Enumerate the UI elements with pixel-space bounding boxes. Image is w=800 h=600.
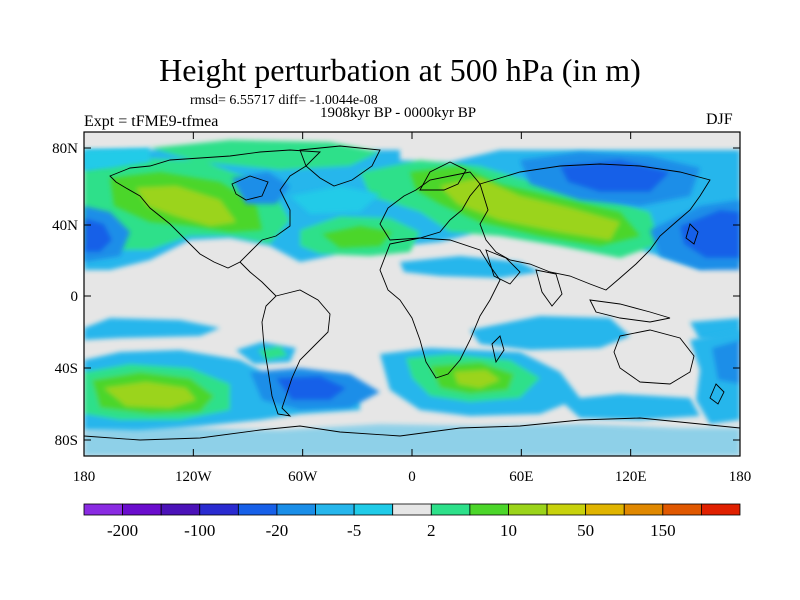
colorbar-swatch — [623, 503, 664, 516]
contour-north-europe-cyan — [290, 186, 380, 214]
coast-indonesia — [589, 299, 671, 323]
lon-label: 180 — [729, 469, 752, 485]
contour-pacific-low-inner — [84, 218, 112, 252]
lat-label: 40S — [55, 361, 78, 377]
lat-label: 80S — [55, 433, 78, 449]
colorbar-swatch — [237, 503, 278, 516]
coast-asia — [479, 163, 711, 291]
period-text: 1908kyr BP - 0000kyr BP — [320, 105, 477, 121]
colorbar-swatch — [276, 503, 316, 516]
map-title: Height perturbation at 500 hPa (in m) — [159, 52, 641, 88]
height-perturbation-field — [84, 132, 740, 456]
coast-madagascar — [491, 335, 505, 364]
coast-hudson-bay — [231, 175, 269, 201]
colorbar-label: 2 — [427, 521, 436, 540]
lat-label: 40N — [52, 218, 78, 234]
lon-label: 120W — [175, 469, 213, 485]
contour-siberia-low-inner — [560, 160, 670, 192]
colorbar-label: -200 — [107, 521, 138, 540]
contour-south-pacific-yellow — [104, 382, 196, 408]
coast-central-america — [239, 261, 277, 297]
colorbar-swatch — [585, 503, 625, 516]
season-label: DJF — [706, 111, 733, 128]
coast-new-zealand — [709, 383, 725, 405]
colorbar-label: 10 — [500, 521, 517, 540]
colorbar-label: 50 — [577, 521, 594, 540]
lon-label: 60W — [288, 469, 318, 485]
colorbar-swatch — [83, 503, 123, 516]
lat-label: 80N — [52, 141, 78, 157]
lat-label: 0 — [71, 289, 79, 305]
colorbar-swatch — [469, 503, 509, 516]
contour-west-pacific-low-inner — [680, 210, 740, 258]
colorbar-label: -100 — [184, 521, 215, 540]
experiment-label: Expt = tFME9-tfmea — [84, 113, 219, 130]
coastlines — [84, 145, 740, 441]
map-axes: 80N 40N 0 40S 80S 180 120W 60W 0 60E 120E 180 — [52, 132, 751, 485]
contour-atlantic-green — [322, 226, 392, 248]
coast-antarctica — [84, 417, 740, 441]
lon-label: 0 — [408, 469, 416, 485]
rmsd-diff-text: rmsd= 6.55717 diff= -1.0044e-08 — [190, 93, 378, 108]
contour-south-africa-yellow — [454, 370, 500, 388]
coast-scandinavia — [419, 161, 467, 191]
colorbar-swatch — [546, 503, 587, 516]
contour-south-atlantic-low-inner — [276, 376, 346, 400]
colorbar-swatch — [315, 503, 355, 516]
coast-africa — [379, 237, 501, 379]
contour-arctic-cyan — [84, 148, 150, 170]
contour-hudson-low — [232, 172, 290, 204]
colorbar-swatch — [199, 503, 239, 516]
contour-eurasia-yellow — [440, 178, 620, 240]
colorbar-swatch — [508, 503, 548, 516]
colorbar-swatch — [160, 503, 201, 516]
colorbar-swatch — [430, 503, 471, 516]
contour-north-america-yellow — [136, 186, 236, 226]
coast-india — [535, 269, 563, 307]
coast-japan — [685, 223, 699, 245]
colorbar-label: -5 — [347, 521, 361, 540]
colorbar-label: -20 — [266, 521, 289, 540]
colorbar-swatch — [662, 503, 702, 516]
coast-north-america — [109, 149, 322, 269]
colorbar-swatch — [701, 503, 741, 516]
colorbar-swatch — [353, 503, 394, 516]
contour-australia-band — [560, 394, 700, 420]
lon-label: 120E — [615, 469, 647, 485]
coast-europe — [379, 171, 481, 241]
contour-indian-ocean-band — [470, 316, 630, 350]
contour-east-pacific-south-inner — [712, 340, 740, 384]
lon-label: 60E — [509, 469, 533, 485]
coast-arabia — [485, 249, 521, 285]
contour-west-asia-band — [400, 256, 540, 278]
colorbar-label: 150 — [650, 521, 676, 540]
contour-tropics-band — [84, 318, 220, 340]
coast-greenland — [299, 145, 381, 187]
colorbar-swatch — [122, 503, 162, 516]
coast-south-america — [261, 289, 331, 417]
colorbar: -200 -100 -20 -5 2 10 50 150 — [83, 503, 741, 540]
coast-australia — [613, 329, 695, 385]
colorbar-swatch — [392, 503, 432, 516]
lon-label: 180 — [73, 469, 96, 485]
